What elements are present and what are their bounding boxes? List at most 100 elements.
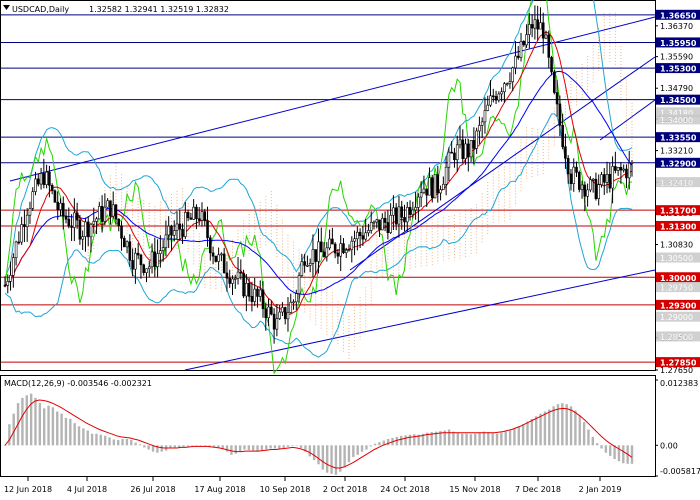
candle-body [389, 214, 392, 233]
candle-body [344, 249, 348, 254]
macd-bar [421, 433, 425, 446]
candle-body [425, 188, 428, 196]
candle-body [245, 283, 248, 297]
moving-averages [4, 0, 633, 375]
indicator-badge [656, 107, 700, 118]
candle-body [622, 168, 625, 171]
candle-body [325, 247, 329, 258]
macd-bar [378, 442, 381, 446]
macd-bar [204, 445, 207, 446]
macd-bar [182, 445, 185, 447]
macd-bar [447, 429, 451, 446]
candle-body [231, 278, 234, 284]
candle-body [175, 223, 179, 231]
candle-body [314, 249, 318, 262]
candle-body [627, 162, 631, 179]
candle-body [364, 232, 367, 240]
candle-body [497, 93, 501, 101]
macd-bar [156, 445, 159, 453]
macd-bar [495, 433, 499, 446]
macd-bar [251, 445, 255, 451]
candle-body [39, 173, 43, 185]
candle-body [475, 130, 478, 149]
macd-bar [630, 445, 634, 464]
candle-body [594, 178, 598, 199]
candle-body [45, 171, 48, 185]
macd-bar [439, 431, 442, 446]
macd-bar [330, 445, 333, 474]
bollinger-bands [4, 0, 633, 358]
time-tick-label: 15 Nov 2018 [449, 485, 500, 494]
level-badge [656, 272, 700, 283]
candle-body [597, 184, 601, 199]
candle-body [111, 204, 115, 217]
candle-body [342, 243, 345, 254]
macd-bar [247, 445, 251, 451]
candle-body [31, 191, 35, 209]
macd-bar [273, 445, 277, 449]
candle-body [467, 143, 470, 158]
macd-signal-line [4, 399, 633, 469]
indicator-badge-text: 1.29000 [660, 313, 693, 322]
macd-bar [99, 434, 102, 446]
ohlc-values: 1.32582 1.32941 1.32519 1.32832 [89, 5, 229, 14]
macd-bar [108, 437, 111, 446]
macd-bar [12, 413, 15, 446]
macd-bar [474, 433, 477, 446]
candle-body [447, 151, 451, 168]
macd-bar [617, 445, 621, 462]
macd-bar [465, 433, 468, 446]
candle-body [408, 207, 412, 215]
macd-bar [530, 418, 534, 446]
candle-body [311, 249, 315, 264]
candle-body [375, 219, 379, 223]
candle-body [42, 173, 46, 185]
candle-body [134, 252, 137, 270]
macd-bar [77, 426, 81, 446]
candle-body [605, 174, 609, 183]
level-badges: 1.36650 1.35950 1.35300 1.34500 1.33550 1.329… [656, 9, 700, 368]
candle-body [469, 140, 473, 158]
candle-body [278, 311, 281, 319]
candle-body [142, 264, 146, 273]
macd-bar [260, 445, 264, 451]
macd-bar [552, 406, 555, 446]
candle-body [514, 55, 517, 69]
level-badge-text: 1.35950 [660, 39, 697, 48]
candle-body [455, 144, 459, 161]
candle-body [336, 252, 340, 257]
candle-body [34, 178, 37, 192]
macd-bar [352, 445, 355, 457]
candle-body [6, 281, 10, 286]
bollinger-upper [4, 0, 633, 278]
macd-bar [382, 440, 386, 446]
macd-bar [3, 445, 7, 446]
candle-body [625, 168, 628, 179]
macd-bar [69, 418, 72, 446]
candle-body [136, 252, 140, 256]
macd-bar [517, 426, 520, 446]
candle-body [350, 240, 354, 250]
macd-bar [186, 445, 190, 447]
menu-triangle-icon[interactable] [3, 5, 10, 10]
macd-bar [561, 403, 564, 446]
macd-bar [513, 428, 516, 446]
candle-body [281, 307, 284, 313]
candle-body [139, 254, 143, 266]
macd-bar [539, 413, 542, 446]
candle-body [433, 174, 437, 199]
candle-body [369, 221, 373, 231]
candle-body [164, 234, 168, 248]
candle-body [67, 218, 71, 227]
candle-body [561, 125, 564, 148]
candle-body [275, 318, 279, 330]
candle-body [159, 250, 162, 254]
macd-bar [51, 407, 55, 446]
macd-bar [460, 433, 464, 446]
macd-bar [217, 445, 220, 448]
candle-body [308, 263, 312, 266]
time-tick-label: 17 Aug 2018 [194, 485, 245, 494]
candle-body [48, 171, 51, 186]
candle-body [195, 206, 198, 220]
indicator-badge [656, 177, 700, 188]
